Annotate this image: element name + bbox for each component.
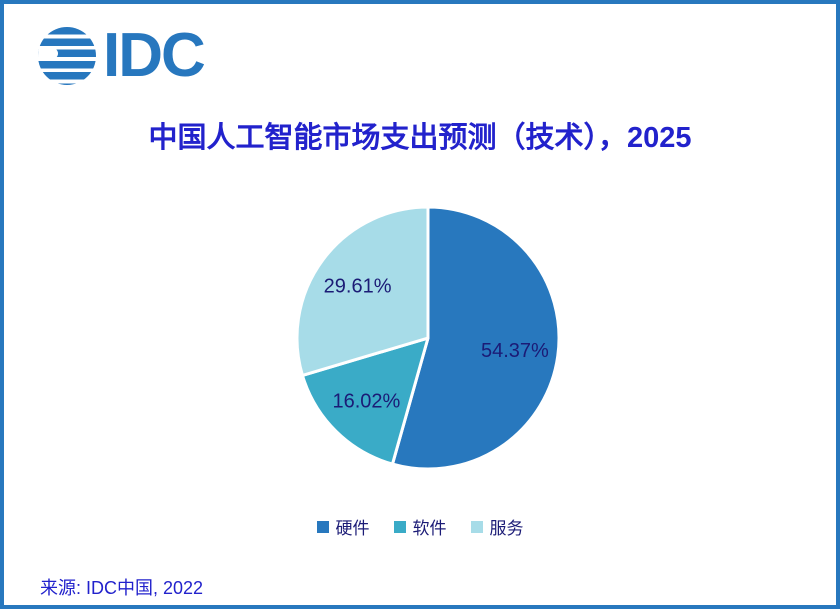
pie-slice-hardware (390, 205, 561, 471)
globe-notch (38, 48, 58, 59)
source-note: 来源: IDC中国, 2022 (40, 578, 204, 598)
pie-label-hardware: 54.37% (481, 340, 549, 362)
pie-label-services: 29.61% (324, 276, 392, 298)
legend-label-software: 软件 (412, 519, 447, 538)
legend-item-software: 软件 (393, 514, 447, 539)
pie-slice-software (300, 336, 430, 466)
pie-slice-services (295, 205, 430, 377)
legend-item-hardware: 硬件 (316, 514, 370, 539)
idc-logo-text: IDC (103, 21, 206, 90)
chart-title: 中国人工智能市场支出预测（技术），2025 (148, 122, 692, 154)
legend-item-services: 服务 (470, 514, 524, 539)
legend-swatch-software (393, 520, 406, 533)
pie-chart: 54.37% 16.02% 29.61% (283, 193, 573, 483)
idc-logo: IDC (38, 21, 206, 90)
chart-legend: 硬件 软件 服务 (4, 514, 836, 539)
idc-globe-icon (38, 27, 96, 85)
legend-label-services: 服务 (489, 519, 524, 538)
pie-label-software: 16.02% (332, 391, 400, 413)
legend-label-hardware: 硬件 (335, 519, 370, 538)
pie-chart-svg: 54.37% 16.02% 29.61% (295, 205, 561, 471)
legend-swatch-services (470, 520, 483, 533)
legend-swatch-hardware (316, 520, 329, 533)
